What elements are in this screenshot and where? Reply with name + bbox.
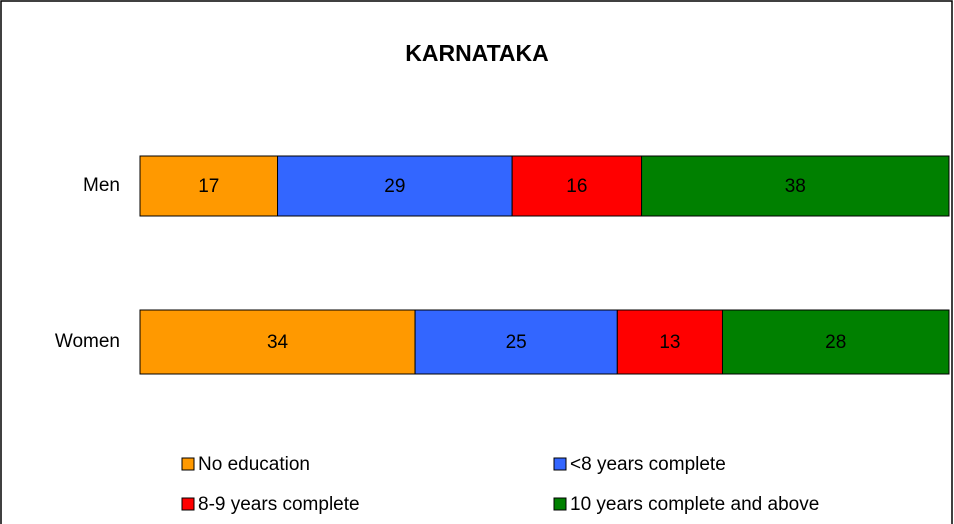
legend-swatch [181,457,195,471]
data-label: 25 [506,332,527,353]
legend-swatch [553,497,567,511]
bar-segment [414,309,618,375]
bar-segment [511,155,643,217]
y-tick-label: Women [55,331,120,352]
legend-label: 10 years complete and above [570,494,819,515]
data-label: 38 [785,176,806,197]
legend-label: 8-9 years complete [198,494,360,515]
bar-segment [641,155,950,217]
bar-segment [616,309,723,375]
data-label: 17 [198,176,219,197]
legend-label: <8 years complete [570,454,726,475]
data-label: 28 [825,332,846,353]
y-tick-label: Men [83,175,120,196]
data-label: 13 [659,332,680,353]
bar-segment [277,155,513,217]
data-label: 34 [267,332,289,353]
data-label: 16 [566,176,587,197]
legend-swatch [553,457,567,471]
bar-segment [139,155,279,217]
data-label: 29 [384,176,405,197]
legend-swatch [181,497,195,511]
chart-title: KARNATAKA [405,40,549,66]
bar-segment [139,309,416,375]
legend-label: No education [198,454,310,475]
bar-segment [721,309,950,375]
